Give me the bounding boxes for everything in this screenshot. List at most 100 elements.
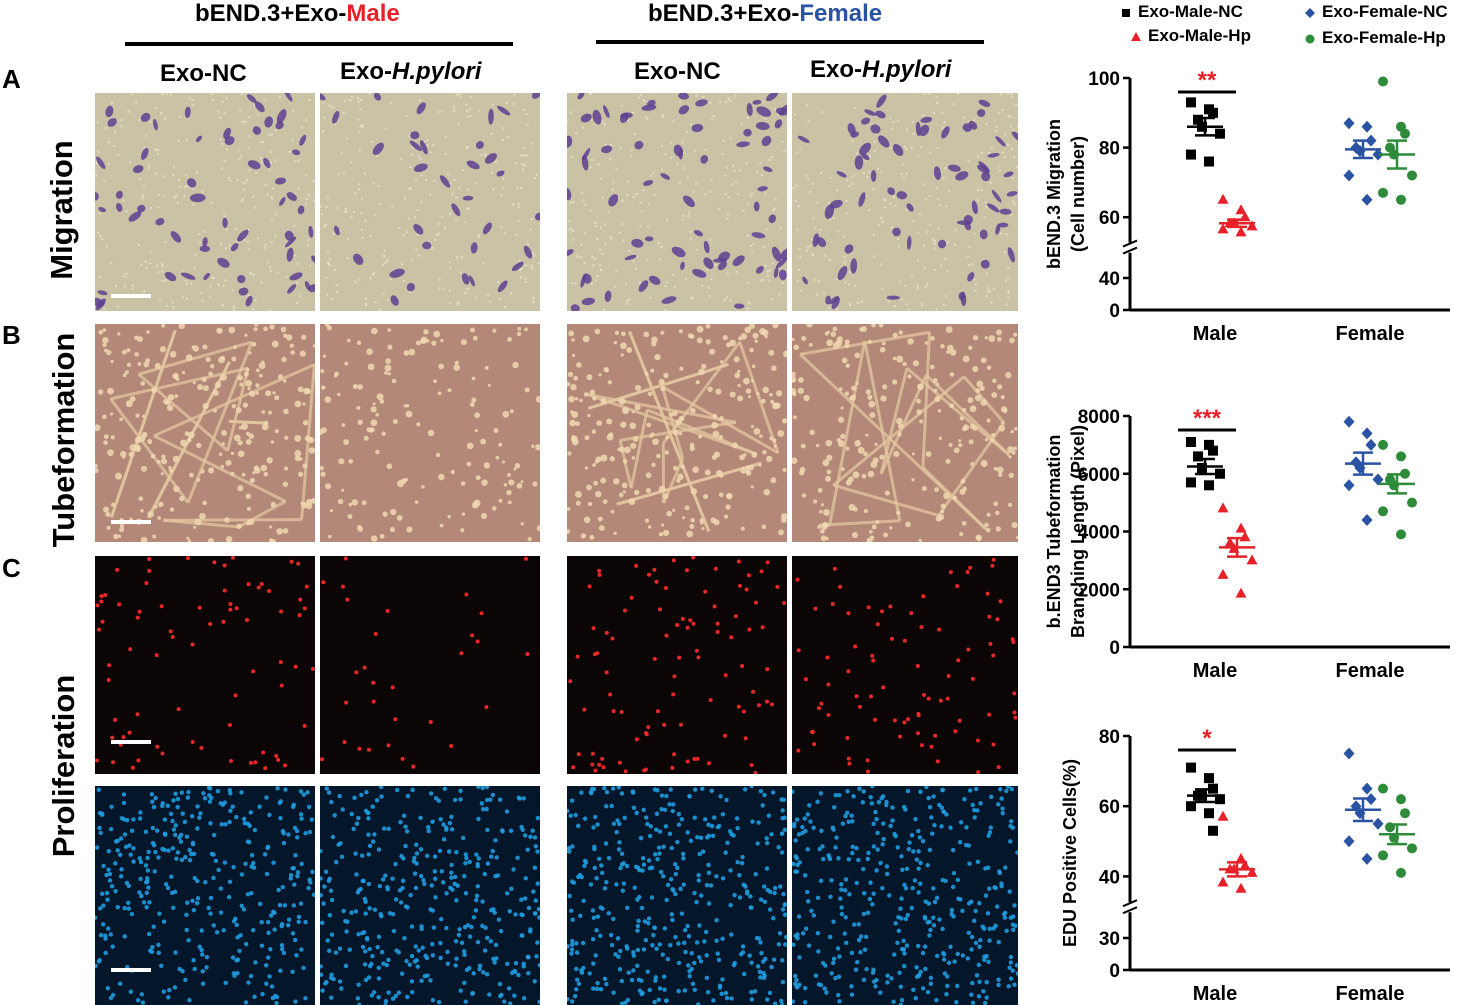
data-point (1361, 852, 1373, 865)
data-point (1235, 587, 1247, 598)
significance-stars: ** (1198, 67, 1217, 94)
legend-marker-triangle (1131, 31, 1141, 41)
data-point (1215, 128, 1225, 139)
data-point (1396, 451, 1406, 462)
legend-marker-circle (1305, 34, 1315, 44)
group-female-header: bEND.3+Exo-Female (648, 0, 883, 27)
data-point (1235, 882, 1247, 893)
data-point (1239, 859, 1251, 870)
data-point (1343, 117, 1355, 130)
series-exo-male-hp (1217, 193, 1258, 237)
panel-letter-a: A (2, 64, 21, 94)
series-exo-male-hp (1217, 810, 1258, 893)
y-axis-label: (Cell number) (1068, 136, 1088, 252)
legend-entry-exo-male-hp: Exo-Male-Hp (1128, 26, 1251, 46)
y-tick-label: 0 (1109, 638, 1120, 659)
legend-entry-exo-female-hp: Exo-Female-Hp (1302, 28, 1446, 48)
chart-tubeformation: 0 2000 4000 6000 8000 b.END3 Tubeformation Bra… (1044, 405, 1450, 682)
x-category-label-female: Female (1336, 323, 1405, 345)
data-point (1235, 522, 1247, 533)
data-point (1343, 415, 1355, 428)
data-point (1204, 439, 1214, 450)
y-axis-label: EDU Positive Cells(%) (1060, 759, 1080, 947)
data-point (1378, 439, 1388, 450)
data-point (1204, 808, 1214, 819)
micrograph-tube-male-hp (320, 324, 540, 542)
data-point (1186, 801, 1196, 812)
series-exo-male-nc (1186, 97, 1225, 167)
y-axis-label: bEND.3 Migration (1044, 119, 1064, 269)
data-point (1186, 436, 1196, 447)
micrograph-dapi-blue-female-hp (792, 786, 1018, 1005)
chart-edu-proliferation: 0 30 40 60 80 EDU Positive Cells(%) Male Female… (1060, 725, 1450, 1005)
x-category-label-female: Female (1336, 660, 1405, 682)
data-point (1361, 513, 1373, 526)
axis-break-mark (1122, 906, 1138, 915)
micrograph-migration-female-hp (792, 93, 1018, 311)
micrograph-dapi-blue-female-nc (567, 786, 787, 1005)
data-point (1407, 497, 1417, 508)
data-point (1246, 866, 1258, 877)
data-point (1361, 193, 1373, 206)
group-female-bar (596, 40, 984, 44)
y-tick-label: 0 (1109, 961, 1120, 982)
data-point (1343, 479, 1355, 492)
micrograph-dapi-blue-male-nc (95, 786, 315, 1005)
data-point (1224, 537, 1236, 548)
legend-label: Exo-Female-NC (1322, 2, 1448, 21)
data-point (1407, 843, 1417, 854)
legend-entry-exo-male-nc: Exo-Male-NC (1118, 2, 1243, 22)
data-point (1215, 468, 1225, 479)
micrograph-migration-female-nc (567, 93, 787, 311)
y-tick-label: 100 (1088, 69, 1120, 90)
data-point (1396, 794, 1406, 805)
y-tick-label: 0 (1109, 301, 1120, 322)
data-point (1186, 97, 1196, 108)
data-point (1186, 477, 1196, 488)
data-point (1193, 451, 1203, 462)
scale-bar (111, 968, 151, 972)
data-point (1343, 169, 1355, 182)
series-exo-male-nc (1186, 436, 1225, 491)
micrograph-edu-red-female-hp (792, 556, 1018, 774)
legend-marker-diamond (1305, 7, 1315, 18)
scale-bar (111, 740, 151, 744)
row-label-migration: Migration (44, 140, 79, 280)
micrograph-edu-red-male-hp (320, 556, 540, 774)
data-point (1378, 187, 1388, 198)
panel-letter-b: B (2, 320, 21, 350)
y-axis-label: b.END3 Tubeformation (1044, 435, 1064, 629)
y-tick-label: 30 (1099, 929, 1120, 950)
y-tick-label: 60 (1099, 208, 1120, 229)
series-exo-female-nc (1343, 415, 1384, 526)
axis-break-mark (1122, 899, 1138, 908)
col-header-female-hp: Exo-H.pylori (810, 56, 952, 83)
data-point (1215, 794, 1225, 805)
x-category-label-male: Male (1193, 323, 1237, 345)
data-point (1372, 473, 1384, 486)
data-point (1365, 438, 1377, 451)
data-point (1361, 782, 1373, 795)
data-point (1217, 810, 1229, 821)
y-tick-label: 6000 (1078, 465, 1120, 486)
data-point (1204, 156, 1214, 167)
data-point (1197, 462, 1207, 473)
group-male-header: bEND.3+Exo-Male (195, 0, 400, 27)
data-point (1396, 529, 1406, 540)
panel-letter-c: C (2, 553, 21, 583)
micrograph-edu-red-male-nc (95, 556, 315, 774)
scale-bar (111, 294, 151, 298)
x-category-label-female: Female (1336, 983, 1405, 1005)
data-point (1239, 531, 1251, 542)
legend-label: Exo-Male-NC (1138, 2, 1243, 21)
data-point (1204, 480, 1214, 491)
data-point (1217, 223, 1229, 234)
group-male-bar (125, 42, 513, 46)
data-point (1235, 226, 1247, 237)
legend-marker-square (1122, 8, 1130, 17)
y-tick-label: 2000 (1078, 580, 1120, 601)
data-point (1246, 554, 1258, 565)
micrograph-tube-male-nc (95, 324, 315, 542)
scale-bar (111, 520, 151, 524)
data-point (1193, 114, 1203, 125)
